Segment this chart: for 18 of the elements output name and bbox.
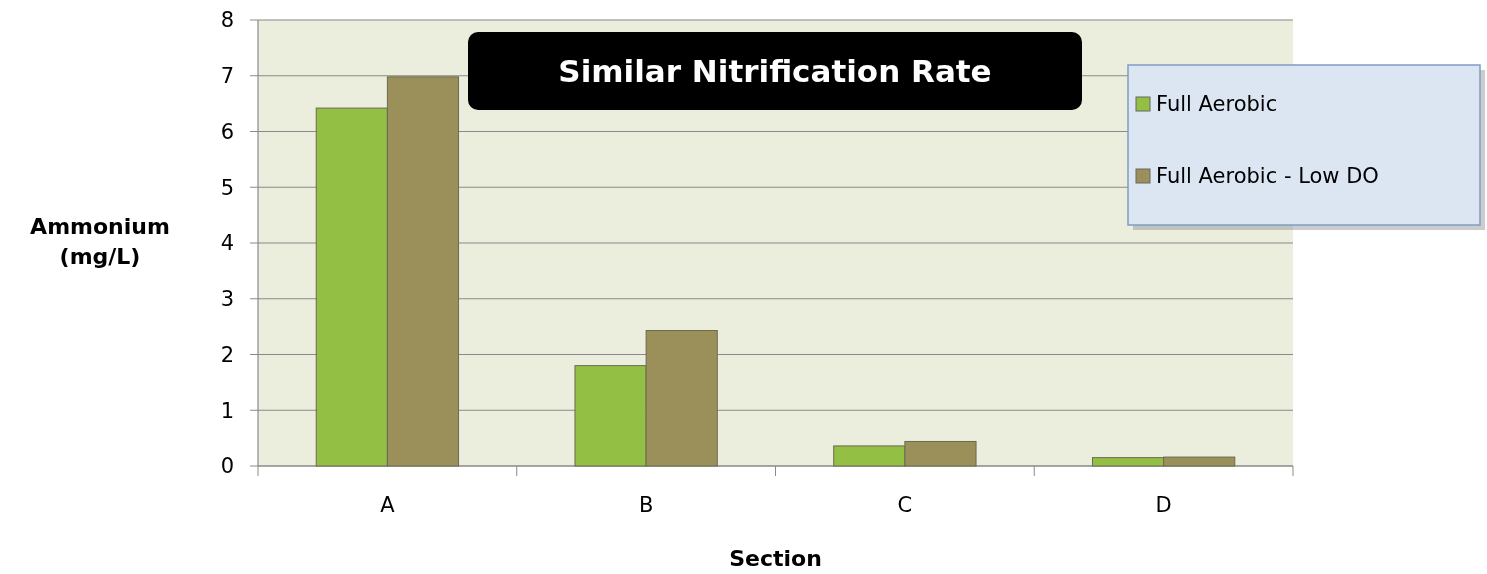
y-axis-title: Ammonium (mg/L): [30, 214, 170, 269]
y-tick-label: 3: [220, 287, 234, 312]
x-tick-label: D: [1155, 493, 1172, 517]
y-tick-label: 5: [220, 175, 234, 200]
x-tick-label: A: [380, 493, 396, 517]
y-tick-label: 7: [220, 64, 234, 89]
x-tick-label: C: [897, 493, 913, 517]
legend-label: Full Aerobic - Low DO: [1156, 164, 1379, 189]
text: Similar Nitrification Rate: [558, 52, 992, 89]
y-tick-label: 1: [220, 398, 234, 423]
y-tick-label: 2: [220, 342, 234, 367]
legend-label: Full Aerobic: [1156, 92, 1278, 117]
y-tick-label: 6: [220, 119, 234, 144]
x-axis-title: Section: [729, 546, 822, 571]
y-tick-label: 4: [220, 231, 234, 256]
x-tick-label: B: [638, 493, 654, 517]
y-tick-label: 8: [220, 8, 234, 33]
y-tick-label: 0: [220, 454, 234, 479]
